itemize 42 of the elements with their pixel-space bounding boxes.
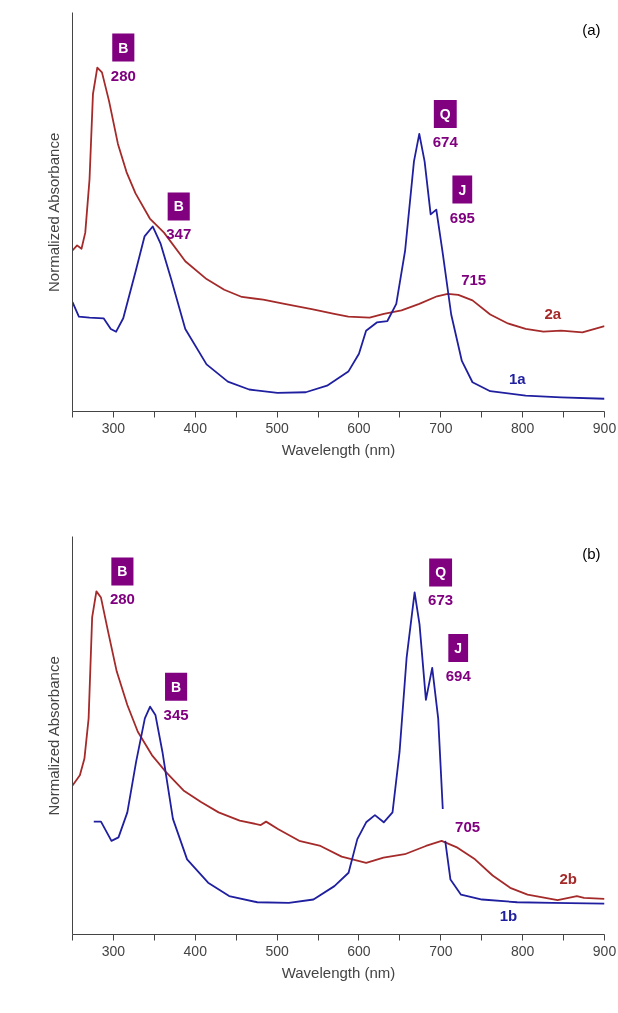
y-axis-title: Normalized Absorbance [44,656,62,816]
chart-title: (b) [582,544,601,562]
x-tick-label: 900 [592,419,617,436]
x-tick-label: 900 [592,942,617,959]
x-tick-label: 800 [510,419,535,436]
x-tick-label: 500 [265,419,290,436]
x-axis-title: Wavelength (nm) [281,963,396,981]
annotation: 694 [445,666,472,684]
annotation: J [454,639,463,656]
annotation: B [117,563,128,580]
x-tick-label: 500 [265,942,290,959]
annotation: 695 [449,208,475,226]
x-tick-label: 800 [510,942,535,959]
annotation: 345 [163,705,189,723]
annotation: B [171,678,182,695]
annotation: 715 [461,270,487,288]
annotation: Q [439,105,451,122]
annotation: J [458,181,467,198]
chart-title: (a) [582,20,601,38]
annotation: 280 [109,590,135,608]
annotation: 674 [432,132,459,150]
annotation: 347 [166,225,192,243]
x-tick-label: 400 [183,942,208,959]
x-tick-label: 300 [101,942,126,959]
x-tick-label: 400 [183,419,208,436]
x-tick-label: 300 [101,419,126,436]
x-tick-label: 600 [347,419,371,436]
annotation: B [118,39,129,56]
x-axis-title: Wavelength (nm) [281,440,396,458]
series-label: 1b [499,907,518,925]
annotation: 280 [110,66,136,84]
annotation: B [173,198,184,215]
x-tick-label: 700 [429,419,453,436]
y-axis-title: Normalized Absorbance [44,132,62,293]
annotation: Q [435,564,447,581]
series-label: 2a [544,304,562,322]
x-tick-label: 600 [347,942,371,959]
annotation: 705 [455,817,481,835]
annotation: 673 [428,591,454,609]
series-label: 2b [559,870,577,888]
series-label: 1a [509,369,527,387]
x-tick-label: 700 [429,942,453,959]
